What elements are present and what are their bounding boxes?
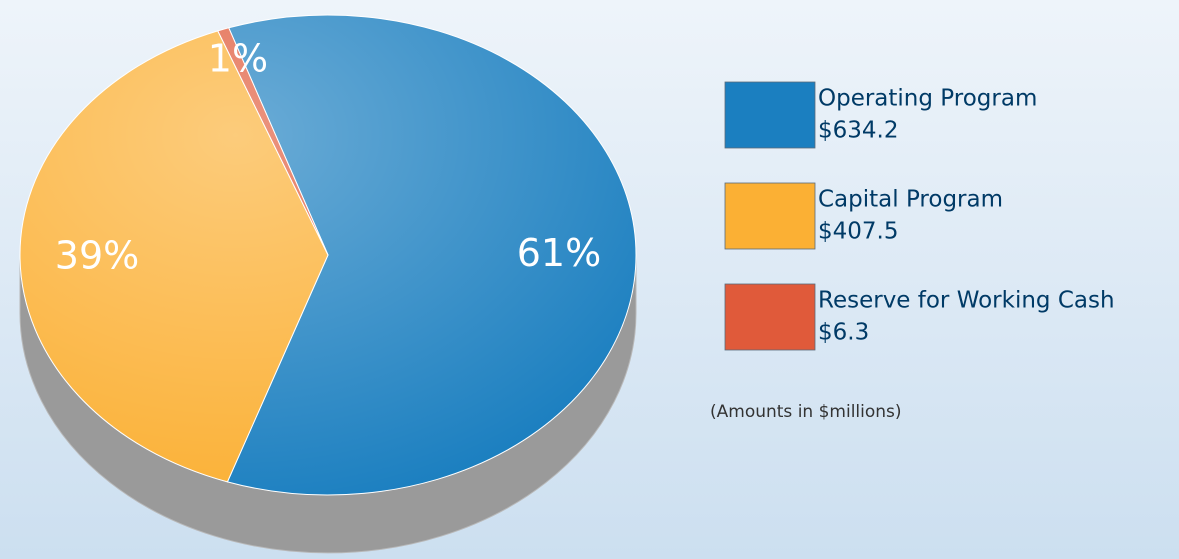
slice-label: 61% (517, 231, 601, 275)
legend-amount: $407.5 (818, 219, 898, 245)
legend-label: Reserve for Working Cash (818, 288, 1115, 314)
legend-swatch (724, 81, 816, 149)
slice-label: 39% (55, 233, 139, 277)
legend-amount: $634.2 (818, 118, 898, 144)
note: (Amounts in $millions) (710, 402, 902, 422)
legend-label: Operating Program (818, 86, 1037, 112)
pie: 39% 1% 61% (19, 14, 637, 554)
legend-label: Capital Program (818, 187, 1003, 213)
legend-swatch (724, 283, 816, 351)
legend-swatch (724, 182, 816, 250)
slice-label: 1% (208, 36, 268, 80)
legend-amount: $6.3 (818, 320, 869, 346)
legend: Operating Program $634.2 Capital Program $4… (724, 81, 1115, 351)
